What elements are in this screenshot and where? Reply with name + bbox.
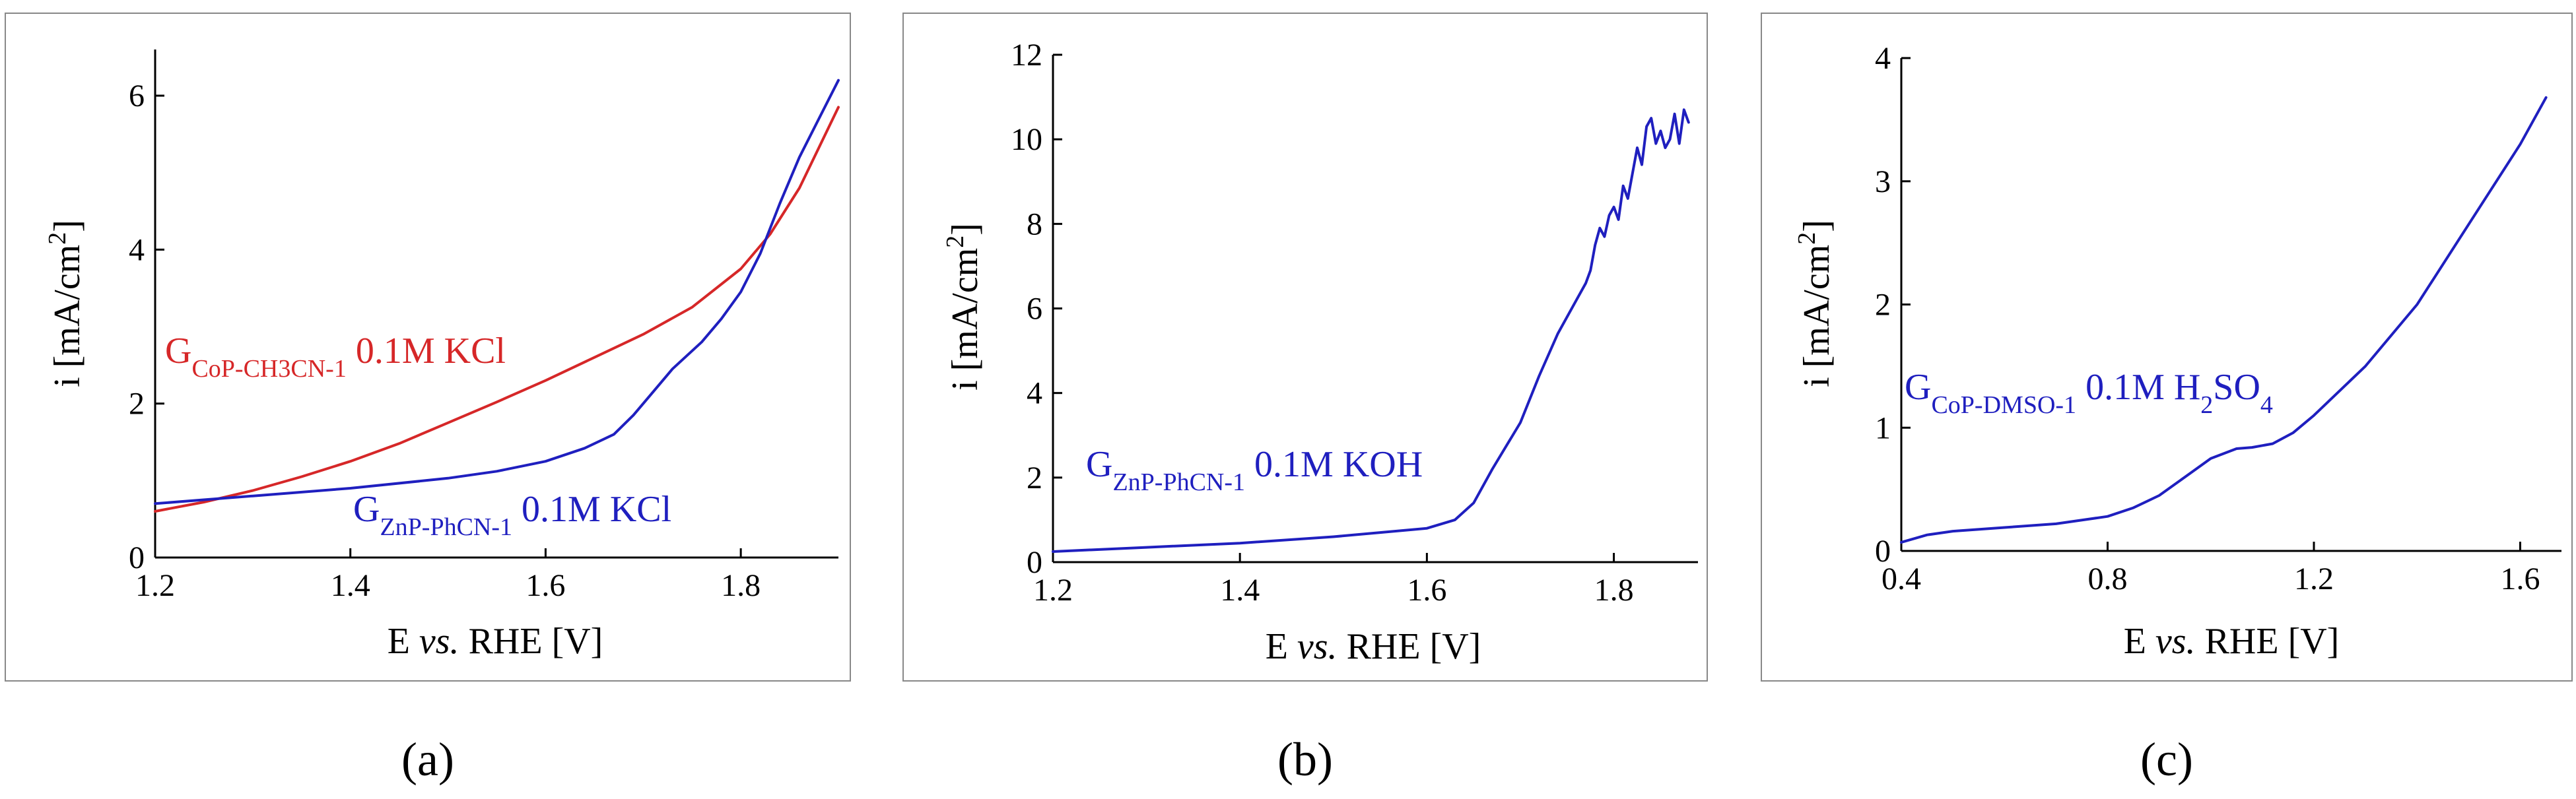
y-tick-label: 0 <box>1875 534 1891 569</box>
panel-label-b: (b) <box>1277 733 1333 786</box>
x-tick-label: 1.8 <box>721 568 761 603</box>
x-tick-label: 1.2 <box>135 568 175 603</box>
series-label-1: GZnP-PhCN-1 0.1M KOH <box>1086 444 1423 496</box>
x-tick-label: 0.4 <box>1881 561 1921 596</box>
y-tick-label: 2 <box>1875 288 1891 323</box>
y-tick-label: 4 <box>1875 41 1891 76</box>
series-label-1: GCoP-DMSO-1 0.1M H2SO4 <box>1905 367 2273 419</box>
y-axis-label: i [mA/cm2] <box>44 220 88 387</box>
y-tick-label: 3 <box>1875 164 1891 199</box>
panel-a-frame <box>5 13 851 682</box>
y-tick-label: 6 <box>129 79 145 113</box>
panel-label-a: (a) <box>401 733 454 786</box>
series-label-1: GCoP-CH3CN-1 0.1M KCl <box>165 331 506 383</box>
x-tick-label: 1.6 <box>525 568 565 603</box>
x-tick-label: 1.6 <box>2501 561 2540 596</box>
y-tick-label: 4 <box>129 232 145 267</box>
panel-a-chart: 1.2 1.4 1.6 1.8 0 2 4 6 E vs. RHE [V] i [mA/cm2] G… <box>44 49 840 662</box>
x-axis-label: E vs. RHE [V] <box>2124 621 2340 662</box>
series-line-1 <box>154 106 840 513</box>
panel-c-frame <box>1761 13 2573 682</box>
y-tick-label: 2 <box>129 387 145 422</box>
panel-label-c: (c) <box>2140 733 2193 786</box>
y-tick-label: 2 <box>1027 461 1042 495</box>
x-tick-label: 1.6 <box>1407 573 1446 608</box>
x-axis-label: E vs. RHE [V] <box>1266 626 1481 667</box>
y-tick-label: 0 <box>1027 545 1042 580</box>
x-tick-label: 0.8 <box>2088 561 2128 596</box>
y-axis-label: i [mA/cm2] <box>941 223 986 391</box>
x-tick-label: 1.4 <box>331 568 370 603</box>
panel-b-chart: 1.2 1.4 1.6 1.8 0 2 4 6 8 10 12 E vs. RHE [V] i [mA/… <box>941 38 1698 667</box>
x-tick-label: 1.4 <box>1220 573 1260 608</box>
x-tick-label: 1.2 <box>1033 573 1073 608</box>
series-label-2: GZnP-PhCN-1 0.1M KCl <box>353 489 671 541</box>
y-tick-label: 10 <box>1011 122 1042 157</box>
y-tick-label: 6 <box>1027 292 1042 327</box>
x-axis-label: E vs. RHE [V] <box>388 621 603 662</box>
series-line-2 <box>154 79 840 505</box>
x-tick-label: 1.8 <box>1594 573 1634 608</box>
y-tick-label: 12 <box>1011 38 1042 73</box>
y-tick-label: 4 <box>1027 376 1042 411</box>
y-tick-label: 1 <box>1875 410 1891 445</box>
panel-b-frame <box>902 13 1708 682</box>
y-tick-label: 8 <box>1027 207 1042 241</box>
series-line-1 <box>1052 108 1690 553</box>
y-axis-label: i [mA/cm2] <box>1793 220 1837 387</box>
y-tick-label: 0 <box>129 540 145 575</box>
panel-c-chart: 0.4 0.8 1.2 1.6 0 1 2 3 4 E vs. RHE [V] i [mA/cm2]… <box>1793 41 2561 662</box>
x-tick-label: 1.2 <box>2294 561 2334 596</box>
series-line-1 <box>1900 96 2548 544</box>
